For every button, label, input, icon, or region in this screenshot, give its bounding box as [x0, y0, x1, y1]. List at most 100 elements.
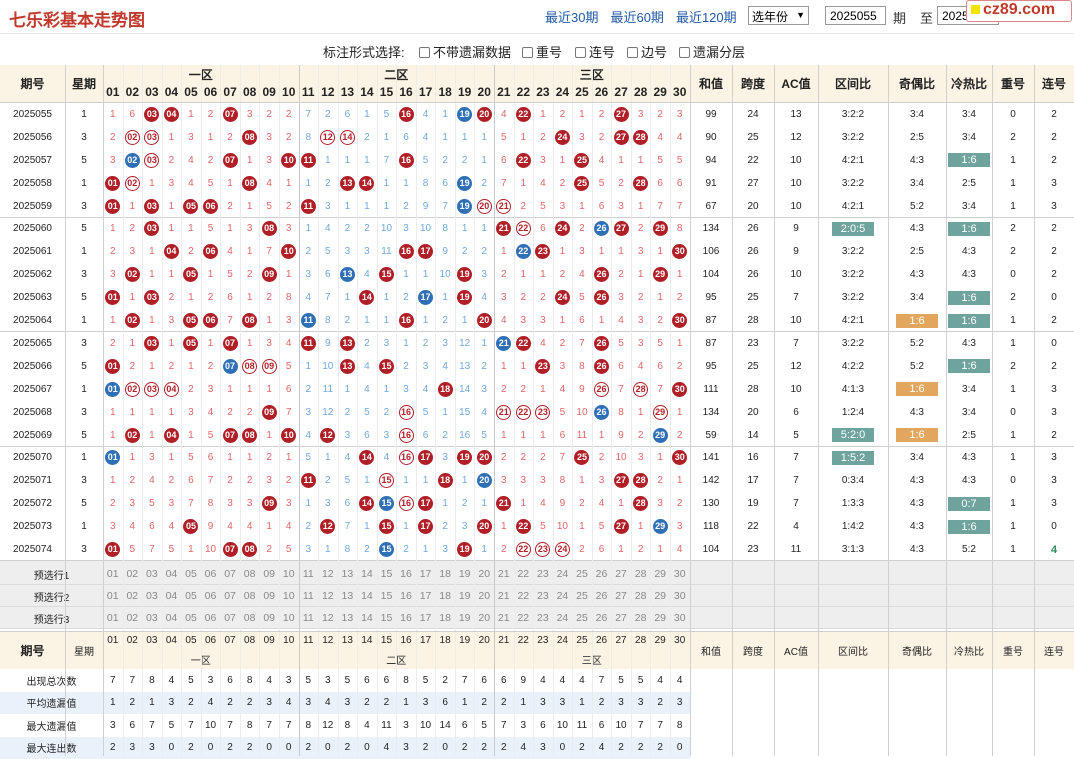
preselect-number[interactable]: 25 [576, 568, 588, 580]
preselect-number[interactable]: 14 [361, 568, 373, 580]
preselect-number[interactable]: 18 [439, 612, 451, 624]
preselect-number[interactable]: 12 [321, 590, 334, 602]
option-repeat[interactable]: 重号 [522, 42, 562, 61]
preselect-number[interactable]: 04 [165, 590, 178, 602]
preselect-number[interactable]: 14 [361, 612, 373, 624]
preselect-number[interactable]: 01 [106, 590, 119, 602]
preselect-number[interactable]: 26 [595, 612, 608, 624]
preselect-number[interactable]: 15 [380, 590, 393, 602]
checkbox-icon[interactable] [419, 47, 430, 58]
preselect-number[interactable]: 23 [537, 612, 549, 624]
preselect-number[interactable]: 20 [478, 612, 491, 624]
preselect-number[interactable]: 24 [556, 590, 569, 602]
year-select[interactable]: 选年份 ▼ [748, 6, 809, 25]
preselect-number[interactable]: 10 [282, 590, 295, 602]
preselect-number[interactable]: 29 [654, 590, 666, 602]
option-miss-layer[interactable]: 遗漏分层 [679, 42, 745, 61]
preselect-number[interactable]: 02 [126, 612, 139, 624]
preselect-number[interactable]: 17 [419, 612, 432, 624]
preselect-number[interactable]: 20 [478, 568, 491, 580]
preselect-number[interactable]: 02 [126, 568, 139, 580]
preselect-number[interactable]: 07 [224, 568, 236, 580]
preselect-number[interactable]: 17 [419, 590, 432, 602]
preselect-number[interactable]: 08 [243, 568, 256, 580]
preselect-number[interactable]: 02 [126, 590, 139, 602]
preselect-number[interactable]: 29 [654, 568, 666, 580]
nav-recent-30[interactable]: 最近30期 [545, 10, 599, 25]
preselect-number[interactable]: 09 [263, 590, 275, 602]
preselect-number[interactable]: 16 [400, 590, 412, 602]
preselect-number[interactable]: 28 [634, 568, 647, 580]
preselect-number[interactable]: 24 [556, 612, 569, 624]
preselect-number[interactable]: 08 [243, 590, 256, 602]
preselect-number[interactable]: 13 [341, 612, 354, 624]
preselect-number[interactable]: 30 [673, 590, 686, 602]
preselect-number[interactable]: 22 [517, 590, 530, 602]
checkbox-icon[interactable] [627, 47, 638, 58]
preselect-number[interactable]: 16 [400, 568, 412, 580]
preselect-number[interactable]: 09 [263, 612, 275, 624]
checkbox-icon[interactable] [575, 47, 586, 58]
preselect-number[interactable]: 24 [556, 568, 569, 580]
preselect-number[interactable]: 16 [400, 612, 412, 624]
preselect-number[interactable]: 21 [497, 590, 510, 602]
preselect-number[interactable]: 19 [458, 612, 471, 624]
preselect-number[interactable]: 08 [243, 612, 256, 624]
preselect-number[interactable]: 23 [537, 568, 549, 580]
preselect-number[interactable]: 13 [341, 568, 354, 580]
preselect-number[interactable]: 23 [537, 590, 549, 602]
preselect-number[interactable]: 05 [185, 590, 197, 602]
preselect-number[interactable]: 11 [302, 568, 314, 580]
preselect-number[interactable]: 10 [282, 568, 295, 580]
preselect-number[interactable]: 28 [634, 590, 647, 602]
from-period-input[interactable]: 2025055 [825, 6, 886, 25]
nav-recent-120[interactable]: 最近120期 [675, 10, 737, 25]
preselect-number[interactable]: 20 [478, 590, 491, 602]
preselect-number[interactable]: 11 [302, 612, 314, 624]
preselect-number[interactable]: 04 [165, 568, 178, 580]
preselect-number[interactable]: 01 [106, 568, 119, 580]
preselect-number[interactable]: 11 [302, 590, 314, 602]
preselect-number[interactable]: 18 [439, 568, 451, 580]
preselect-number[interactable]: 06 [204, 568, 217, 580]
preselect-number[interactable]: 03 [146, 568, 158, 580]
preselect-number[interactable]: 01 [106, 612, 119, 624]
preselect-number[interactable]: 25 [576, 590, 588, 602]
option-no-miss-data[interactable]: 不带遗漏数据 [419, 42, 511, 61]
preselect-number[interactable]: 05 [185, 568, 197, 580]
preselect-number[interactable]: 13 [341, 590, 354, 602]
preselect-number[interactable]: 29 [654, 612, 666, 624]
preselect-number[interactable]: 27 [615, 590, 627, 602]
preselect-number[interactable]: 12 [321, 568, 334, 580]
preselect-number[interactable]: 15 [380, 612, 393, 624]
preselect-number[interactable]: 27 [615, 612, 627, 624]
preselect-number[interactable]: 27 [615, 568, 627, 580]
preselect-number[interactable]: 12 [321, 612, 334, 624]
preselect-number[interactable]: 28 [634, 612, 647, 624]
preselect-number[interactable]: 07 [224, 612, 236, 624]
preselect-number[interactable]: 26 [595, 568, 608, 580]
preselect-number[interactable]: 10 [282, 612, 295, 624]
preselect-number[interactable]: 17 [419, 568, 432, 580]
preselect-number[interactable]: 09 [263, 568, 275, 580]
preselect-number[interactable]: 21 [497, 612, 510, 624]
checkbox-icon[interactable] [522, 47, 533, 58]
preselect-number[interactable]: 03 [146, 590, 158, 602]
preselect-number[interactable]: 26 [595, 590, 608, 602]
preselect-number[interactable]: 30 [673, 568, 686, 580]
checkbox-icon[interactable] [679, 47, 690, 58]
preselect-number[interactable]: 05 [185, 612, 197, 624]
preselect-number[interactable]: 25 [576, 612, 588, 624]
preselect-number[interactable]: 07 [224, 590, 236, 602]
preselect-number[interactable]: 22 [517, 612, 530, 624]
preselect-number[interactable]: 03 [146, 612, 158, 624]
preselect-number[interactable]: 15 [380, 568, 393, 580]
preselect-number[interactable]: 18 [439, 590, 451, 602]
preselect-number[interactable]: 30 [673, 612, 686, 624]
option-consecutive[interactable]: 连号 [575, 42, 615, 61]
preselect-number[interactable]: 19 [458, 568, 471, 580]
preselect-number[interactable]: 04 [165, 612, 178, 624]
preselect-number[interactable]: 22 [517, 568, 530, 580]
header-period[interactable]: 期号 [20, 77, 45, 91]
preselect-number[interactable]: 14 [361, 590, 373, 602]
